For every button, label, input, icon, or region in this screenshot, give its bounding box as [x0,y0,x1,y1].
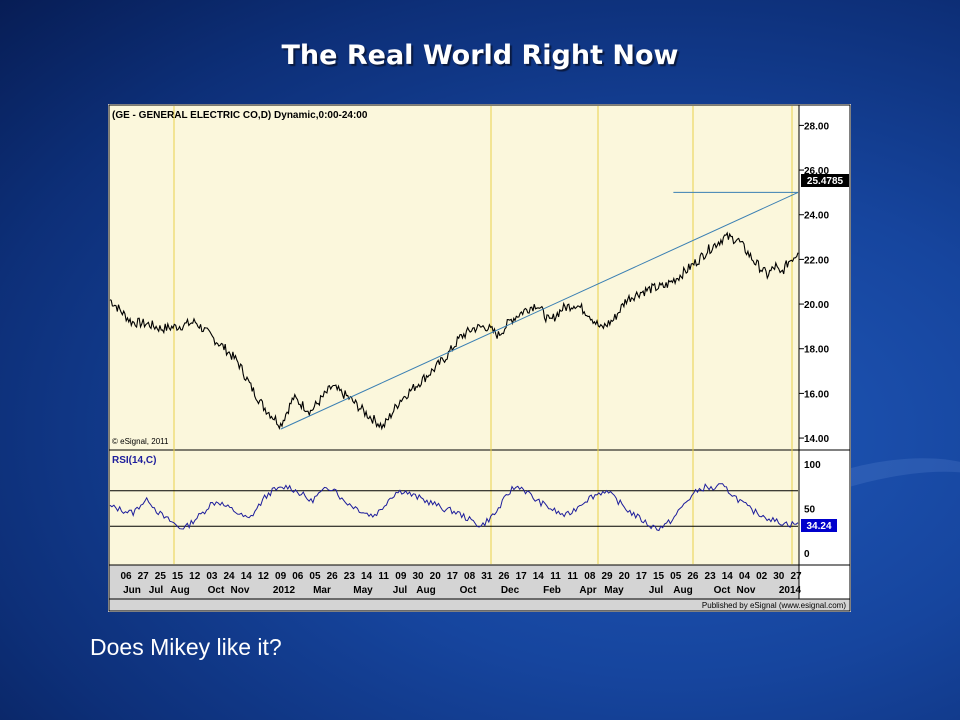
last-price-label: 25.4785 [807,176,844,187]
date-month-label-14: May [604,585,624,596]
price-series-line [109,231,799,431]
date-day-label-20: 08 [464,571,476,582]
price-tick-label-4: 20.00 [804,300,829,311]
date-day-label-12: 26 [327,571,339,582]
date-day-label-5: 03 [206,571,218,582]
rsi-value-label: 34.24 [806,521,831,532]
date-day-label-8: 12 [258,571,270,582]
date-day-label-39: 27 [790,571,802,582]
date-month-label-19: 2014 [779,585,802,596]
price-axis-panel [798,104,851,451]
date-day-label-31: 15 [653,571,665,582]
date-day-label-36: 04 [739,571,751,582]
date-day-label-25: 11 [550,571,561,582]
price-tick-label-6: 16.00 [804,389,829,400]
price-tick-label-7: 14.00 [804,434,829,445]
price-panel [108,104,800,451]
date-day-label-11: 05 [309,571,321,582]
vertical-markers [173,106,793,564]
rsi-tick-label-2: 0 [804,549,810,560]
date-day-label-33: 26 [687,571,699,582]
date-axis-panel [108,564,800,600]
chart-frame: 28.00 26.00 24.00 22.00 20.00 18.00 16.00 14.00… [108,104,851,612]
date-day-label-26: 11 [567,571,578,582]
date-month-label-4: Nov [231,585,250,596]
date-day-label-2: 25 [155,571,167,582]
stock-chart: 28.00 26.00 24.00 22.00 20.00 18.00 16.00 14.00… [108,104,851,612]
price-tick-label-0: 28.00 [804,121,829,132]
date-day-label-1: 27 [138,571,150,582]
date-day-label-24: 14 [533,571,545,582]
date-day-label-28: 29 [601,571,613,582]
rsi-ticks: 100 50 0 [110,460,821,560]
date-day-label-10: 06 [292,571,304,582]
date-month-label-1: Jul [149,585,164,596]
rsi-tick-label-0: 100 [804,460,821,471]
date-month-label-6: Mar [313,585,331,596]
date-month-label-11: Dec [501,585,520,596]
last-price-box [801,174,849,187]
date-day-label-14: 14 [361,571,373,582]
date-day-label-29: 20 [619,571,631,582]
date-month-label-3: Oct [208,585,225,596]
date-day-label-32: 05 [670,571,682,582]
date-axis-labels: 06 27 25 15 12 03 24 14 12 09 06 05 26 23 14 11 09 30 20 17… [120,571,802,596]
date-day-label-17: 30 [412,571,424,582]
price-tick-label-1: 26.00 [804,166,829,177]
date-day-label-27: 08 [584,571,596,582]
date-month-label-12: Feb [543,585,561,596]
watermark: © eSignal, 2011 [112,437,169,446]
price-tick-label-2: 24.00 [804,211,829,222]
price-chart-title: (GE - GENERAL ELECTRIC CO,D) Dynamic,0:0… [112,110,368,121]
date-month-label-7: May [353,585,373,596]
date-month-label-0: Jun [123,585,141,596]
date-day-label-22: 26 [498,571,510,582]
price-series-group [109,191,799,431]
rsi-series-line [109,483,799,532]
date-month-label-18: Nov [737,585,756,596]
date-day-label-34: 23 [705,571,717,582]
rsi-tick-label-1: 50 [804,505,816,516]
date-month-label-13: Apr [579,585,596,596]
date-month-label-9: Aug [416,585,435,596]
date-day-label-30: 17 [636,571,648,582]
slide-title: The Real World Right Now [281,40,679,71]
rsi-value-box [801,519,837,532]
price-tick-label-3: 22.00 [804,255,829,266]
date-day-label-13: 23 [344,571,356,582]
publisher-footer: Published by eSignal (www.esignal.com) [702,601,846,610]
date-month-label-16: Aug [673,585,692,596]
footer-panel [108,598,851,612]
date-day-label-4: 12 [189,571,201,582]
date-day-label-3: 15 [172,571,184,582]
date-day-label-21: 31 [481,571,493,582]
price-tick-label-5: 18.00 [804,345,829,356]
date-month-label-15: Jul [649,585,664,596]
date-month-label-5: 2012 [273,585,296,596]
rsi-chart-title: RSI(14,C) [112,455,156,466]
price-ticks: 28.00 26.00 24.00 22.00 20.00 18.00 16.00 14.00 [799,121,829,445]
rsi-axis-panel [798,449,851,566]
date-day-label-19: 17 [447,571,459,582]
date-day-label-37: 02 [756,571,768,582]
date-day-label-35: 14 [722,571,734,582]
date-day-label-16: 09 [395,571,407,582]
date-day-label-15: 11 [378,571,389,582]
date-month-label-17: Oct [714,585,731,596]
date-month-label-8: Jul [393,585,408,596]
date-day-label-23: 17 [516,571,528,582]
corner-panel [798,564,851,600]
date-day-label-38: 30 [773,571,785,582]
date-month-label-10: Oct [460,585,477,596]
rsi-series-group [109,483,799,532]
date-day-label-6: 24 [224,571,236,582]
date-day-label-0: 06 [120,571,132,582]
trendline [280,191,799,430]
rsi-panel [108,449,800,566]
slide-caption: Does Mikey like it? [90,634,282,660]
date-day-label-7: 14 [241,571,253,582]
date-month-label-2: Aug [170,585,189,596]
date-day-label-18: 20 [430,571,442,582]
date-day-label-9: 09 [275,571,287,582]
